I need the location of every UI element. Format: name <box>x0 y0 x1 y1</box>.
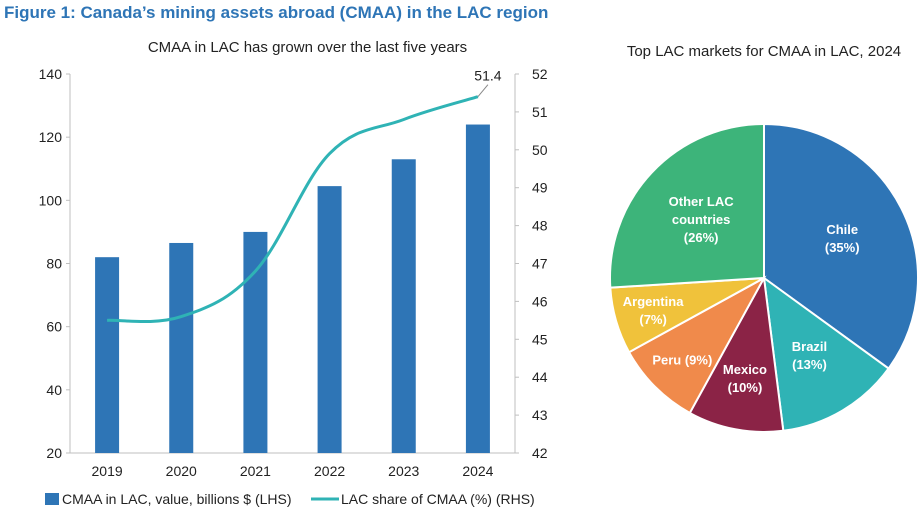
bar-2022 <box>317 186 342 453</box>
right-tick-label: 48 <box>532 218 548 234</box>
pie-label: Other LAC <box>669 194 735 209</box>
left-tick-label: 80 <box>46 256 62 272</box>
legend-bar-label: CMAA in LAC, value, billions $ (LHS) <box>62 491 292 507</box>
x-tick-label: 2024 <box>462 463 493 479</box>
x-tick-label: 2022 <box>314 463 345 479</box>
bar-chart-title: CMAA in LAC has grown over the last five… <box>148 39 467 56</box>
x-tick-label: 2023 <box>388 463 419 479</box>
left-tick-label: 60 <box>46 319 62 335</box>
figure-title: Figure 1: Canada’s mining assets abroad … <box>4 3 549 22</box>
bar-2024 <box>465 124 490 454</box>
left-tick-label: 100 <box>39 192 63 208</box>
left-tick-label: 20 <box>46 445 62 461</box>
pie-label: Argentina <box>623 294 684 309</box>
right-tick-label: 42 <box>532 445 548 461</box>
pie-label: (26%) <box>684 230 719 245</box>
legend-bar-swatch <box>45 493 59 505</box>
right-tick-label: 45 <box>532 331 548 347</box>
x-tick-label: 2019 <box>92 463 123 479</box>
right-tick-label: 44 <box>532 369 548 385</box>
right-tick-label: 50 <box>532 142 548 158</box>
right-tick-label: 46 <box>532 293 548 309</box>
right-tick-label: 47 <box>532 256 548 272</box>
pie-label: (13%) <box>792 357 827 372</box>
left-tick-label: 120 <box>39 129 63 145</box>
right-tick-label: 52 <box>532 66 548 82</box>
pie-label: Chile <box>826 222 858 237</box>
bar-2021 <box>243 231 268 453</box>
last-value-annotation: 51.4 <box>474 68 501 84</box>
pie-chart-title: Top LAC markets for CMAA in LAC, 2024 <box>627 43 901 60</box>
pie-label: Peru (9%) <box>652 353 712 368</box>
pie-slice-2 <box>762 275 890 432</box>
bar-2023 <box>391 159 416 453</box>
x-tick-label: 2021 <box>240 463 271 479</box>
left-tick-label: 140 <box>39 66 63 82</box>
pie-label: (35%) <box>825 240 860 255</box>
right-tick-label: 49 <box>532 180 548 196</box>
bar-2020 <box>169 242 194 453</box>
legend-line-label: LAC share of CMAA (%) (RHS) <box>341 491 535 507</box>
bar-2019 <box>95 257 120 453</box>
pie-slice-6 <box>609 122 765 289</box>
right-tick-label: 43 <box>532 407 548 423</box>
pie-slice-3 <box>688 274 785 433</box>
pie-label: Mexico <box>723 362 767 377</box>
share-line <box>107 95 479 324</box>
x-tick-label: 2020 <box>166 463 197 479</box>
annotation-leader <box>477 84 489 98</box>
left-tick-label: 40 <box>46 382 62 398</box>
pie-label: Brazil <box>792 339 827 354</box>
pie-label: countries <box>672 212 731 227</box>
pie-label: (10%) <box>728 380 763 395</box>
pie-slice-1 <box>763 122 919 370</box>
pie-label: (7%) <box>639 312 666 327</box>
right-tick-label: 51 <box>532 104 548 120</box>
pie-slice-4 <box>627 275 767 415</box>
